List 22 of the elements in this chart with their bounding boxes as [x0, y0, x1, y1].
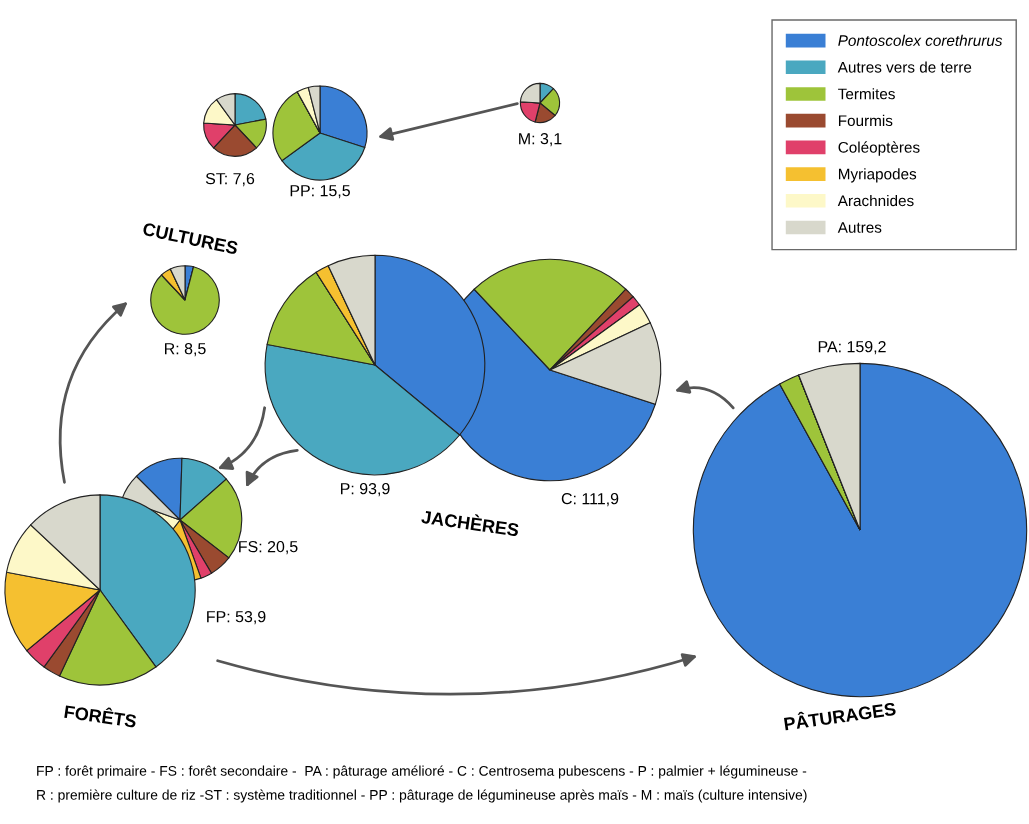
legend-label: Pontoscolex corethrurus [838, 34, 1003, 46]
legend-label: Fourmis [838, 114, 893, 127]
text: FS: 20,5 [239, 540, 298, 555]
text: PP: 15,5 [290, 185, 350, 199]
legend-label: Autres [837, 222, 882, 233]
text: M: 3,1 [519, 132, 562, 147]
text: FP : forêt primaire - FS : forêt secondaire - PA : pâturage amélioré - C : Centrosema pubescens - P : palmier + légumineuse - [37, 765, 807, 779]
legend-label: Arachnides [837, 194, 914, 207]
legend-label: Myriapodes [838, 168, 917, 183]
legend-label: Coléoptères [838, 141, 920, 156]
legend-label: Autres vers de terre [837, 61, 972, 73]
text: ST: 7,6 [205, 172, 255, 187]
text: R : première culture de riz -ST : système traditionnel - PP : pâturage de légumineuse après maïs - M : maïs (culture intensive) [37, 789, 807, 803]
legend-label: Termites [838, 88, 895, 100]
text: P: 93,9 [341, 482, 390, 497]
text: JACHÈRES [420, 506, 520, 537]
text: PÂTURAGES [783, 698, 897, 731]
text: R: 8,5 [165, 342, 206, 357]
text: C: 111,9 [561, 492, 619, 507]
text: FORÊTS [64, 701, 138, 728]
text: FP: 53,9 [207, 610, 266, 625]
chart-title: PA: 159,2 [818, 340, 886, 355]
